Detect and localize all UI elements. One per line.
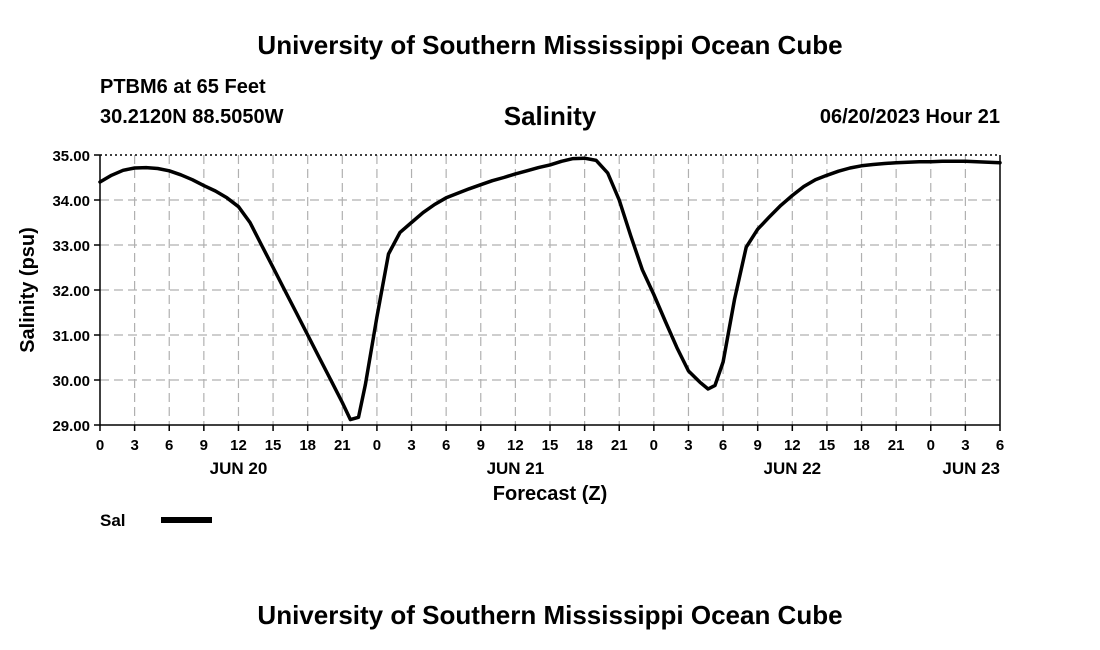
x-tick-label: 15 (819, 437, 836, 454)
x-tick-label: 0 (927, 437, 935, 454)
x-tick-label: 18 (853, 437, 870, 454)
x-tick-label: 0 (96, 437, 104, 454)
x-tick-label: 0 (373, 437, 381, 454)
y-axis-label: Salinity (psu) (17, 227, 39, 353)
series-layer (98, 156, 1002, 422)
y-tick-label: 33.00 (52, 238, 90, 255)
x-date-label: JUN 22 (763, 459, 821, 478)
x-tick-label: 6 (996, 437, 1004, 454)
x-date-label: JUN 21 (487, 459, 545, 478)
x-tick-label: 9 (200, 437, 208, 454)
x-axis-label: Forecast (Z) (493, 483, 607, 505)
x-tick-label: 6 (165, 437, 173, 454)
x-tick-label: 6 (719, 437, 727, 454)
x-tick-label: 12 (230, 437, 247, 454)
legend-label: Sal (100, 511, 126, 530)
axes (94, 154, 1001, 431)
x-tick-label: 9 (477, 437, 485, 454)
series-line-sal (98, 156, 1002, 422)
y-tick-label: 29.00 (52, 418, 90, 435)
x-tick-label: 15 (542, 437, 559, 454)
station-name: PTBM6 at 65 Feet (100, 76, 266, 98)
footer-title: University of Southern Mississippi Ocean… (257, 600, 843, 630)
x-tick-label: 12 (507, 437, 524, 454)
chart-title: Salinity (503, 101, 597, 131)
grid (100, 155, 1000, 425)
forecast-timestamp: 06/20/2023 Hour 21 (819, 106, 1000, 128)
x-tick-label: 12 (784, 437, 801, 454)
x-tick-label: 3 (130, 437, 138, 454)
x-tick-label: 3 (684, 437, 692, 454)
tick-labels: 29.00 30.00 31.00 32.00 33.00 34.00 35.00 0 3 6 9 1… (52, 148, 1004, 478)
x-tick-label: 15 (265, 437, 282, 454)
x-tick-label: 21 (334, 437, 351, 454)
x-date-label: JUN 23 (942, 459, 1000, 478)
y-tick-label: 35.00 (52, 148, 90, 165)
page-title: University of Southern Mississippi Ocean… (257, 30, 843, 60)
x-tick-label: 21 (611, 437, 628, 454)
x-tick-label: 3 (961, 437, 969, 454)
x-tick-label: 21 (888, 437, 905, 454)
x-tick-label: 18 (576, 437, 593, 454)
y-tick-label: 34.00 (52, 193, 90, 210)
y-tick-label: 32.00 (52, 283, 90, 300)
x-tick-label: 18 (299, 437, 316, 454)
x-tick-label: 9 (754, 437, 762, 454)
x-tick-label: 3 (407, 437, 415, 454)
x-date-label: JUN 20 (210, 459, 268, 478)
y-tick-label: 30.00 (52, 373, 90, 390)
x-tick-label: 6 (442, 437, 450, 454)
station-coordinates: 30.2120N 88.5050W (100, 106, 284, 128)
x-tick-label: 0 (650, 437, 658, 454)
y-tick-label: 31.00 (52, 328, 90, 345)
